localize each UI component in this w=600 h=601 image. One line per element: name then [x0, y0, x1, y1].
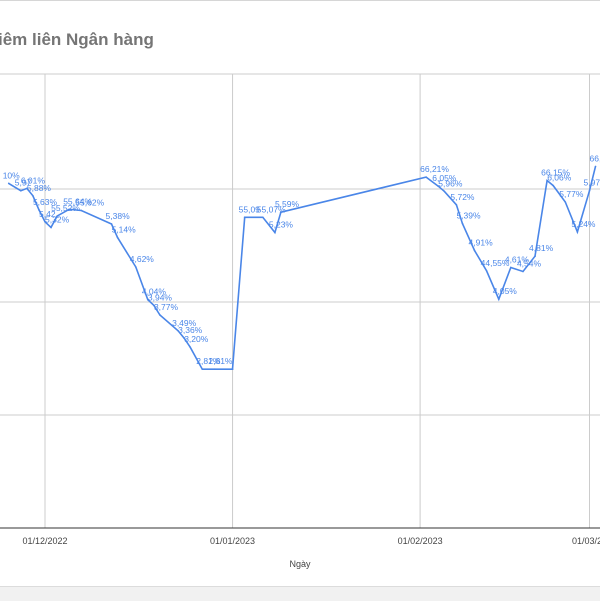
- data-point: [214, 368, 216, 370]
- data-point: [159, 314, 161, 316]
- data-label: 5,72%: [450, 192, 475, 202]
- data-label: 5,97: [584, 178, 600, 188]
- data-label: 5,23%: [269, 220, 294, 230]
- data-label: 4,81%: [529, 243, 554, 253]
- data-label: 5,24%: [571, 219, 596, 229]
- data-label: 5,59%: [275, 199, 300, 209]
- data-point: [456, 204, 458, 206]
- data-point: [565, 201, 567, 203]
- x-tick-label: 01/01/2023: [210, 536, 255, 546]
- data-point: [274, 232, 276, 234]
- data-point: [244, 216, 246, 218]
- data-label: 3,94%: [148, 292, 173, 302]
- data-label: 5,88%: [27, 183, 52, 193]
- data-point: [577, 231, 579, 233]
- data-point: [498, 298, 500, 300]
- data-point: [595, 166, 597, 168]
- x-tick-label: 01/12/2022: [22, 536, 67, 546]
- data-point: [50, 227, 52, 229]
- data-point: [232, 368, 234, 370]
- data-label: 5,38%: [106, 211, 131, 221]
- data-label: 3,20%: [184, 334, 209, 344]
- data-label: 4,91%: [469, 238, 494, 248]
- data-point: [135, 266, 137, 268]
- x-tick-label: 01/03/20: [572, 536, 600, 546]
- data-label: 5,96%: [438, 178, 463, 188]
- data-point: [552, 185, 554, 187]
- data-label: 55,62%: [75, 197, 104, 207]
- data-point: [444, 190, 446, 192]
- data-point: [20, 190, 22, 192]
- data-point: [534, 255, 536, 257]
- data-point: [425, 176, 427, 178]
- data-label: 4,05%: [493, 286, 518, 296]
- data-point: [510, 267, 512, 269]
- data-label: 66,4: [590, 153, 600, 163]
- data-label: 5,77%: [559, 189, 584, 199]
- data-point: [262, 216, 264, 218]
- data-point: [462, 223, 464, 225]
- grid-layer: [0, 74, 600, 528]
- x-tick-label: 01/02/2023: [398, 536, 443, 546]
- data-label: 5,14%: [112, 225, 137, 235]
- data-point: [486, 270, 488, 272]
- data-point: [202, 368, 204, 370]
- data-point: [8, 183, 10, 185]
- data-label: 4,62%: [130, 254, 155, 264]
- data-label-layer: 10%5,976,01%5,88%5,63%5,425,32%55,52%55,…: [3, 153, 600, 366]
- data-point: [117, 237, 119, 239]
- data-label: 6,06%: [547, 173, 572, 183]
- data-point: [189, 346, 191, 348]
- data-point: [522, 271, 524, 273]
- data-label: 5,39%: [456, 210, 481, 220]
- data-label: 5,32%: [45, 214, 70, 224]
- horizontal-scrollbar[interactable]: [0, 586, 600, 601]
- x-axis-title: Ngày: [0, 559, 600, 569]
- data-label: 3,77%: [154, 302, 179, 312]
- data-point: [474, 250, 476, 252]
- x-tick-layer: 01/12/2022 01/01/2023 01/02/2023 01/03/20: [22, 536, 600, 546]
- data-label: 2,81%: [208, 356, 233, 366]
- data-point: [589, 190, 591, 192]
- data-label: 4,54%: [517, 258, 542, 268]
- data-point: [81, 210, 83, 212]
